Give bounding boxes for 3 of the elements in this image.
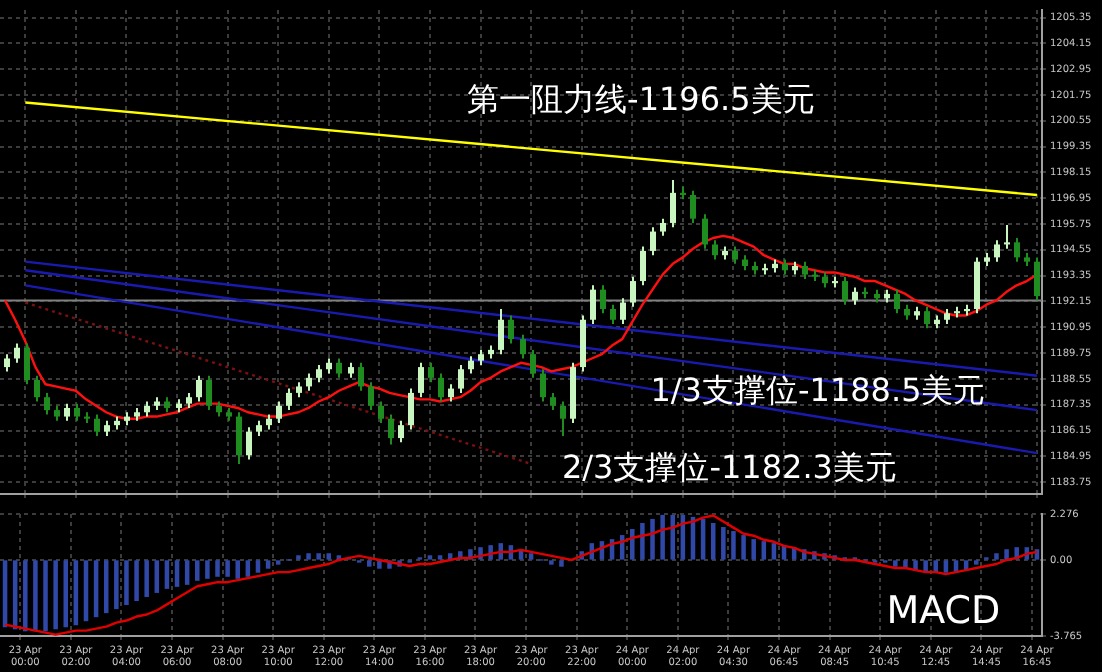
annotation: 2/3支撑位-1182.3美元 (561, 448, 897, 487)
annotation: MACD (886, 589, 1001, 634)
annotation: 第一阻力线-1196.5美元 (467, 80, 815, 119)
